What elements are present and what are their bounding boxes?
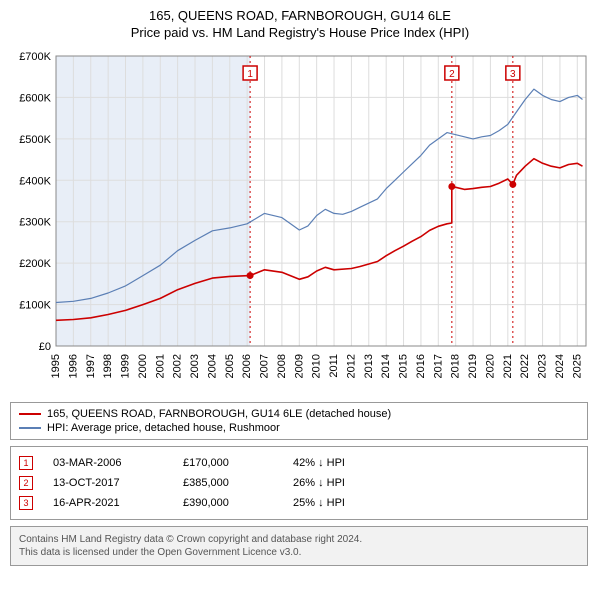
svg-text:2000: 2000 — [137, 354, 149, 378]
title-address: 165, QUEENS ROAD, FARNBOROUGH, GU14 6LE — [10, 8, 590, 23]
svg-text:£100K: £100K — [19, 300, 51, 312]
sale-row: 3 16-APR-2021 £390,000 25% ↓ HPI — [19, 493, 579, 513]
svg-text:1999: 1999 — [120, 354, 132, 378]
svg-text:3: 3 — [510, 69, 516, 80]
svg-text:2014: 2014 — [380, 354, 392, 378]
svg-text:2: 2 — [449, 69, 455, 80]
svg-text:2020: 2020 — [484, 354, 496, 378]
svg-text:1: 1 — [247, 69, 253, 80]
svg-text:2004: 2004 — [206, 354, 218, 378]
svg-text:£200K: £200K — [19, 258, 51, 270]
sale-date: 03-MAR-2006 — [53, 457, 163, 469]
svg-text:£400K: £400K — [19, 175, 51, 187]
footnote-line1: Contains HM Land Registry data © Crown c… — [19, 533, 579, 546]
svg-text:2007: 2007 — [259, 354, 271, 378]
svg-text:£0: £0 — [39, 341, 51, 353]
price-chart: £0 £100K £200K £300K £400K £500K £600K £700K 199… — [10, 46, 590, 396]
svg-text:£600K: £600K — [19, 92, 51, 104]
legend-label: 165, QUEENS ROAD, FARNBOROUGH, GU14 6LE … — [47, 408, 391, 420]
svg-text:2013: 2013 — [363, 354, 375, 378]
svg-text:2005: 2005 — [224, 354, 236, 378]
title-subtitle: Price paid vs. HM Land Registry's House … — [10, 25, 590, 40]
svg-text:1997: 1997 — [85, 354, 97, 378]
svg-text:2023: 2023 — [537, 354, 549, 378]
svg-text:1998: 1998 — [102, 354, 114, 378]
footnote: Contains HM Land Registry data © Crown c… — [10, 526, 588, 566]
svg-text:2016: 2016 — [415, 354, 427, 378]
sale-price: £390,000 — [183, 497, 273, 509]
legend-swatch — [19, 427, 41, 429]
footnote-line2: This data is licensed under the Open Gov… — [19, 546, 579, 559]
sale-diff: 42% ↓ HPI — [293, 457, 383, 469]
sale-diff: 26% ↓ HPI — [293, 477, 383, 489]
svg-text:2025: 2025 — [571, 354, 583, 378]
svg-text:£300K: £300K — [19, 217, 51, 229]
svg-text:2011: 2011 — [328, 354, 340, 378]
svg-text:2019: 2019 — [467, 354, 479, 378]
svg-text:2018: 2018 — [450, 354, 462, 378]
svg-text:2009: 2009 — [293, 354, 305, 378]
svg-text:2006: 2006 — [241, 354, 253, 378]
sale-price: £385,000 — [183, 477, 273, 489]
svg-text:2015: 2015 — [398, 354, 410, 378]
svg-text:2022: 2022 — [519, 354, 531, 378]
svg-text:2024: 2024 — [554, 354, 566, 378]
legend-row: 165, QUEENS ROAD, FARNBOROUGH, GU14 6LE … — [19, 407, 579, 421]
svg-text:2001: 2001 — [154, 354, 166, 378]
sale-row: 2 13-OCT-2017 £385,000 26% ↓ HPI — [19, 473, 579, 493]
legend-row: HPI: Average price, detached house, Rush… — [19, 421, 579, 435]
svg-text:£700K: £700K — [19, 51, 51, 63]
svg-text:2012: 2012 — [345, 354, 357, 378]
svg-text:2003: 2003 — [189, 354, 201, 378]
sale-date: 16-APR-2021 — [53, 497, 163, 509]
svg-text:1996: 1996 — [67, 354, 79, 378]
sale-date: 13-OCT-2017 — [53, 477, 163, 489]
legend-label: HPI: Average price, detached house, Rush… — [47, 422, 280, 434]
svg-text:1995: 1995 — [50, 354, 62, 378]
svg-text:2021: 2021 — [502, 354, 514, 378]
sales-table: 1 03-MAR-2006 £170,000 42% ↓ HPI 2 13-OCT-201… — [10, 446, 588, 520]
sale-marker: 1 — [19, 456, 33, 470]
svg-text:2010: 2010 — [311, 354, 323, 378]
sale-row: 1 03-MAR-2006 £170,000 42% ↓ HPI — [19, 453, 579, 473]
sale-marker: 3 — [19, 496, 33, 510]
sale-price: £170,000 — [183, 457, 273, 469]
legend-swatch — [19, 413, 41, 415]
svg-text:2002: 2002 — [172, 354, 184, 378]
sale-marker: 2 — [19, 476, 33, 490]
svg-text:2008: 2008 — [276, 354, 288, 378]
legend: 165, QUEENS ROAD, FARNBOROUGH, GU14 6LE … — [10, 402, 588, 440]
svg-text:2017: 2017 — [432, 354, 444, 378]
svg-text:£500K: £500K — [19, 134, 51, 146]
sale-diff: 25% ↓ HPI — [293, 497, 383, 509]
